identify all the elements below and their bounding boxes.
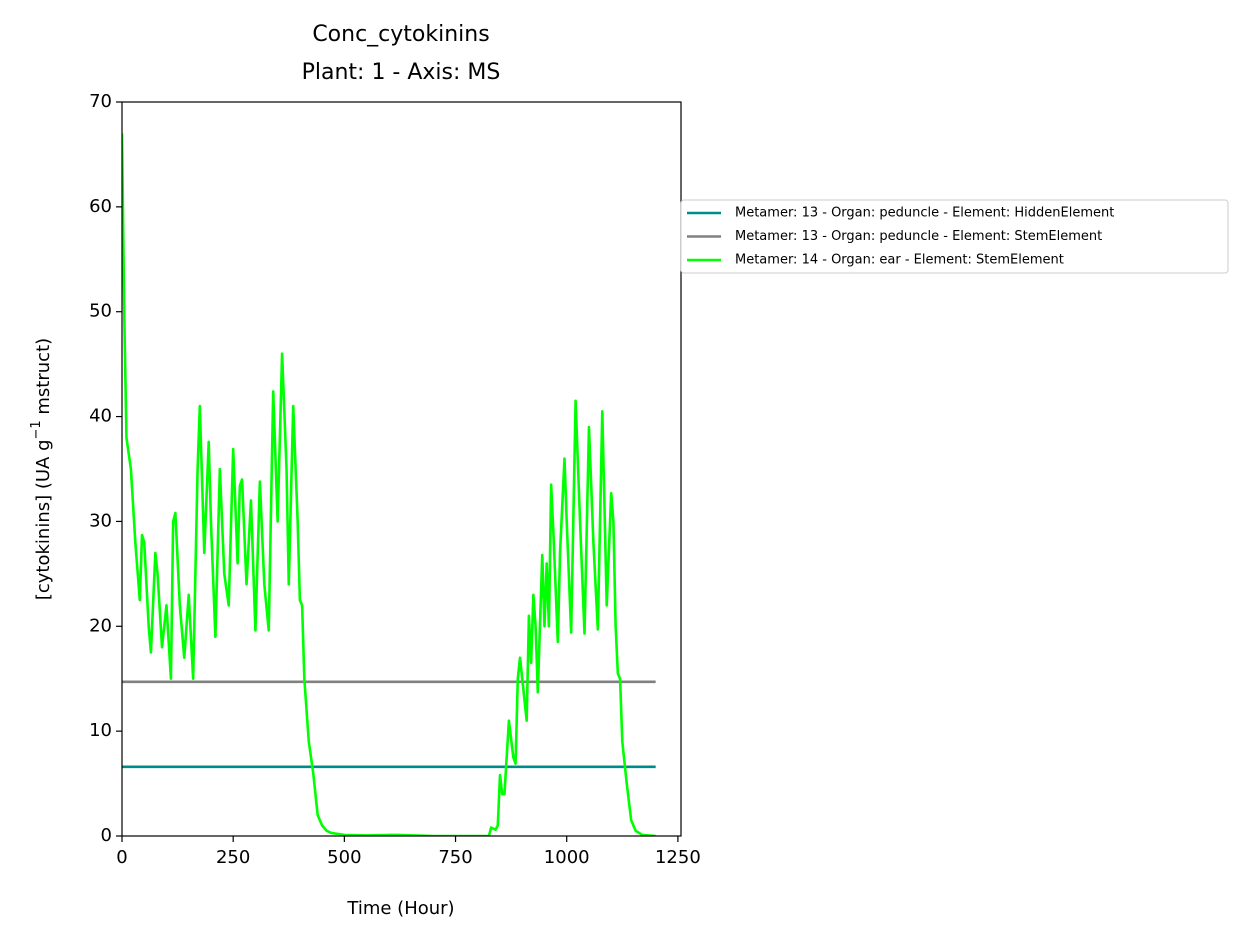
y-tick-label: 0 <box>101 825 112 846</box>
plot-frame <box>121 101 682 837</box>
y-tick-label: 40 <box>89 406 112 427</box>
legend-label: Metamer: 13 - Organ: peduncle - Element:… <box>735 229 1102 244</box>
x-tick-label: 250 <box>216 847 250 868</box>
x-tick-label: 0 <box>116 847 127 868</box>
y-tick-label: 30 <box>89 510 112 531</box>
x-tick-label: 500 <box>327 847 361 868</box>
legend-label: Metamer: 14 - Organ: ear - Element: Stem… <box>735 253 1064 268</box>
series-line <box>122 133 656 836</box>
legend-box <box>680 199 1229 274</box>
x-tick-label: 1000 <box>544 847 590 868</box>
y-tick-label: 70 <box>89 91 112 112</box>
x-tick-label: 1250 <box>655 847 701 868</box>
x-axis-label: Time (Hour) <box>346 898 454 919</box>
y-axis-label: [cytokinins] (UA g−1 mstruct) <box>29 338 55 600</box>
y-axis-label-text: [cytokinins] (UA g <box>33 439 54 600</box>
y-axis-label-tail: mstruct) <box>33 338 54 420</box>
y-tick-label: 20 <box>89 615 112 636</box>
y-tick-label: 50 <box>89 301 112 322</box>
y-axis-label-superscript: −1 <box>29 420 44 439</box>
legend-label: Metamer: 13 - Organ: peduncle - Element:… <box>735 206 1114 221</box>
chart-subtitle: Plant: 1 - Axis: MS <box>302 60 501 85</box>
y-tick-label: 60 <box>89 196 112 217</box>
chart-title: Conc_cytokinins <box>312 22 489 47</box>
y-tick-label: 10 <box>89 720 112 741</box>
x-tick-label: 750 <box>438 847 472 868</box>
